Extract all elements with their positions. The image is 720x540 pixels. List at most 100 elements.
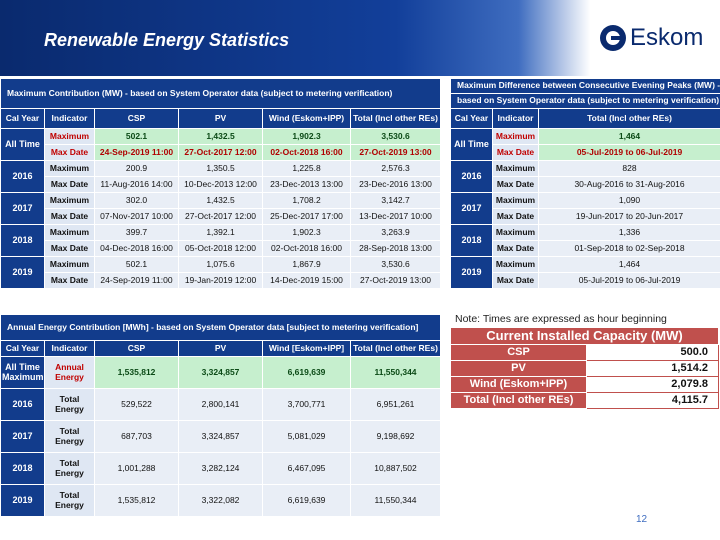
- table-row: 2018 Maximum 399.7 1,392.1 1,902.3 3,263.9: [0, 224, 441, 257]
- year-cell: 2018: [450, 224, 493, 257]
- value-cell: 2,576.3: [350, 160, 441, 177]
- capacity-label: CSP: [450, 344, 587, 361]
- annual-energy-header: Cal Year Indicator CSP PV Wind [Eskom+IP…: [0, 340, 441, 357]
- value-cell: 1,902.3: [262, 224, 351, 241]
- table-row: Max Date 05-Jul-2019 to 06-Jul-2019: [451, 272, 720, 289]
- value-cell: 28-Sep-2018 13:00: [350, 240, 441, 257]
- table-row: Max Date 07-Nov-2017 10:00 27-Oct-2017 12:…: [1, 208, 441, 225]
- table-row: 2016 Maximum 828: [450, 160, 720, 193]
- value-cell: 6,619,639: [262, 484, 351, 517]
- value-cell: 828: [537, 160, 720, 177]
- max-difference-header: Cal Year Indicator Total (Incl other REs…: [450, 108, 720, 129]
- year-cell: 2018: [0, 452, 45, 485]
- value-cell: 9,198,692: [350, 420, 441, 453]
- value-cell: 502.1: [94, 128, 179, 145]
- value-cell: 3,530.6: [350, 128, 441, 145]
- value-cell: 302.0: [94, 192, 179, 209]
- column-header: CSP: [94, 108, 179, 129]
- year-cell: 2016: [0, 160, 45, 193]
- value-cell: 05-Oct-2018 12:00: [178, 240, 263, 257]
- value-cell: 3,263.9: [350, 224, 441, 241]
- indicator-cell: Total Energy: [44, 484, 95, 517]
- year-cell: All Time: [0, 128, 45, 161]
- year-cell: 2017: [0, 192, 45, 225]
- capacity-label: Total (Incl other REs): [450, 392, 587, 409]
- column-header: CSP: [94, 340, 179, 357]
- column-header: Cal Year: [0, 340, 45, 357]
- capacity-value: 2,079.8: [586, 376, 719, 393]
- year-cell: 2019: [0, 484, 45, 517]
- time-note: Note: Times are expressed as hour beginn…: [455, 313, 667, 325]
- value-cell: 3,282,124: [178, 452, 263, 485]
- eskom-logo: Eskom: [600, 24, 703, 52]
- indicator-cell: Maximum: [492, 160, 539, 177]
- table-row: Wind (Eskom+IPP) 2,079.8: [450, 376, 719, 393]
- value-cell: 01-Sep-2018 to 02-Sep-2018: [537, 240, 720, 257]
- installed-capacity-table: Current Installed Capacity (MW) CSP 500.0…: [450, 327, 719, 409]
- value-cell: 11-Aug-2016 14:00: [94, 176, 179, 193]
- table-row: Max Date 01-Sep-2018 to 02-Sep-2018: [451, 240, 720, 257]
- value-cell: 1,464: [537, 128, 720, 145]
- year-cell: 2019: [450, 256, 493, 289]
- value-cell: 1,432.5: [178, 192, 263, 209]
- value-cell: 1,001,288: [94, 452, 179, 485]
- value-cell: 1,464: [537, 256, 720, 273]
- column-header: Indicator: [492, 108, 539, 129]
- value-cell: 11,550,344: [350, 484, 441, 517]
- value-cell: 1,708.2: [262, 192, 351, 209]
- year-cell: 2016: [0, 388, 45, 421]
- table-row: 2019 Maximum 1,464: [450, 256, 720, 289]
- value-cell: 27-Oct-2019 13:00: [350, 272, 441, 289]
- value-cell: 04-Dec-2018 16:00: [94, 240, 179, 257]
- value-cell: 1,225.8: [262, 160, 351, 177]
- value-cell: 25-Dec-2017 17:00: [262, 208, 351, 225]
- column-header: PV: [178, 340, 263, 357]
- value-cell: 14-Dec-2019 15:00: [262, 272, 351, 289]
- table-row: 2019 Maximum 502.1 1,075.6 1,867.9 3,530.6: [0, 256, 441, 289]
- capacity-value: 4,115.7: [586, 392, 719, 409]
- value-cell: 1,336: [537, 224, 720, 241]
- column-header: Total (Incl other REs): [537, 108, 720, 129]
- value-cell: 27-Oct-2017 12:00: [178, 208, 263, 225]
- value-cell: 1,075.6: [178, 256, 263, 273]
- value-cell: 5,081,029: [262, 420, 351, 453]
- indicator-cell: Maximum: [492, 192, 539, 209]
- indicator-cell: Total Energy: [44, 420, 95, 453]
- indicator-cell: Max Date: [44, 144, 95, 161]
- value-cell: 1,535,812: [94, 356, 179, 389]
- indicator-cell: Max Date: [44, 240, 95, 257]
- value-cell: 200.9: [94, 160, 179, 177]
- table-row: Total (Incl other REs) 4,115.7: [450, 392, 719, 409]
- max-contribution-table: Maximum Contribution (MW) - based on Sys…: [0, 78, 441, 289]
- value-cell: 24-Sep-2019 11:00: [94, 144, 179, 161]
- year-cell: 2017: [0, 420, 45, 453]
- value-cell: 1,090: [537, 192, 720, 209]
- eskom-logo-icon: [600, 25, 626, 51]
- value-cell: 30-Aug-2016 to 31-Aug-2016: [537, 176, 720, 193]
- indicator-cell: Max Date: [492, 208, 539, 225]
- value-cell: 1,432.5: [178, 128, 263, 145]
- column-header: Indicator: [44, 340, 95, 357]
- column-header: Wind (Eskom+IPP): [262, 108, 351, 129]
- table-row: 2016 Total Energy 529,522 2,800,141 3,700,77…: [0, 388, 441, 421]
- value-cell: 24-Sep-2019 11:00: [94, 272, 179, 289]
- table-row: CSP 500.0: [450, 344, 719, 361]
- value-cell: 19-Jan-2019 12:00: [178, 272, 263, 289]
- table-row: 2017 Maximum 1,090: [450, 192, 720, 225]
- value-cell: 23-Dec-2013 13:00: [262, 176, 351, 193]
- logo-text: Eskom: [630, 24, 704, 51]
- indicator-cell: Maximum: [44, 192, 95, 209]
- column-header: Cal Year: [450, 108, 493, 129]
- value-cell: 3,530.6: [350, 256, 441, 273]
- indicator-cell: Max Date: [492, 240, 539, 257]
- table-row: Max Date 24-Sep-2019 11:00 19-Jan-2019 12:…: [1, 272, 441, 289]
- table-row: 2017 Total Energy 687,703 3,324,857 5,081,02…: [0, 420, 441, 453]
- table-row: Max Date 19-Jun-2017 to 20-Jun-2017: [451, 208, 720, 225]
- table-row: Max Date 04-Dec-2018 16:00 05-Oct-2018 12:…: [1, 240, 441, 257]
- year-cell: All Time Maximum: [0, 356, 45, 389]
- value-cell: 3,324,857: [178, 356, 263, 389]
- table-row: 2017 Maximum 302.0 1,432.5 1,708.2 3,142.7: [0, 192, 441, 225]
- value-cell: 05-Jul-2019 to 06-Jul-2019: [537, 272, 720, 289]
- table-row: PV 1,514.2: [450, 360, 719, 377]
- year-cell: 2016: [450, 160, 493, 193]
